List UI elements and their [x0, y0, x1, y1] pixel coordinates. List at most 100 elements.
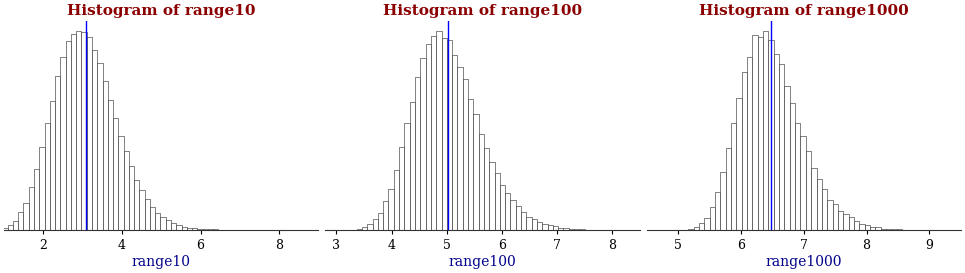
Bar — [383, 201, 389, 230]
Bar — [720, 172, 726, 230]
Bar — [13, 221, 18, 230]
Bar — [357, 229, 362, 230]
Bar — [362, 227, 368, 230]
X-axis label: range10: range10 — [132, 255, 191, 269]
Bar — [2, 229, 8, 230]
Bar — [171, 223, 177, 230]
Bar — [55, 76, 61, 230]
Bar — [736, 98, 742, 230]
Bar — [812, 168, 816, 230]
Bar — [372, 219, 378, 230]
Bar — [160, 217, 166, 230]
Bar — [462, 79, 468, 230]
Bar — [731, 123, 736, 230]
Bar — [155, 213, 160, 230]
Bar — [431, 37, 436, 230]
Bar — [822, 189, 827, 230]
Bar — [694, 227, 699, 230]
Bar — [50, 101, 55, 230]
Bar — [758, 37, 763, 230]
Bar — [859, 224, 865, 230]
Bar — [394, 170, 400, 230]
Bar — [558, 228, 564, 230]
Bar — [709, 207, 715, 230]
Bar — [800, 136, 806, 230]
Bar — [404, 123, 410, 230]
Bar — [378, 213, 383, 230]
Bar — [875, 227, 881, 230]
Bar — [848, 217, 854, 230]
Bar — [505, 193, 510, 230]
Bar — [76, 31, 81, 230]
Bar — [816, 179, 822, 230]
Title: Histogram of range1000: Histogram of range1000 — [699, 4, 909, 18]
Bar — [747, 57, 753, 230]
Bar — [547, 225, 553, 230]
Bar — [415, 77, 421, 230]
Bar — [865, 225, 870, 230]
Bar — [81, 32, 87, 230]
Bar — [0, 229, 2, 230]
Bar — [18, 212, 23, 230]
Bar — [468, 99, 473, 230]
Bar — [34, 169, 40, 230]
Bar — [187, 228, 192, 230]
Bar — [843, 214, 848, 230]
Bar — [510, 200, 515, 230]
Bar — [447, 40, 453, 230]
Bar — [779, 64, 785, 230]
Bar — [789, 103, 795, 230]
Bar — [203, 229, 207, 230]
Bar — [715, 192, 720, 230]
Bar — [870, 227, 875, 230]
X-axis label: range100: range100 — [449, 255, 516, 269]
Bar — [457, 67, 462, 230]
Bar — [61, 57, 66, 230]
Bar — [704, 218, 709, 230]
Bar — [483, 147, 489, 230]
Bar — [70, 34, 76, 230]
X-axis label: range1000: range1000 — [765, 255, 841, 269]
Bar — [489, 162, 494, 230]
Bar — [40, 147, 44, 230]
Bar — [564, 229, 568, 230]
Bar — [87, 37, 92, 230]
Bar — [742, 72, 747, 230]
Bar — [119, 136, 124, 230]
Bar — [400, 147, 404, 230]
Bar — [806, 151, 812, 230]
Bar — [688, 229, 694, 230]
Bar — [515, 206, 521, 230]
Bar — [892, 229, 896, 230]
Bar — [568, 229, 574, 230]
Bar — [479, 134, 483, 230]
Bar — [410, 102, 415, 230]
Title: Histogram of range10: Histogram of range10 — [67, 4, 256, 18]
Bar — [542, 224, 547, 230]
Bar — [181, 227, 187, 230]
Bar — [426, 44, 431, 230]
Bar — [896, 229, 902, 230]
Bar — [113, 118, 119, 230]
Bar — [108, 100, 113, 230]
Bar — [795, 123, 800, 230]
Bar — [494, 173, 500, 230]
Bar — [763, 31, 768, 230]
Bar — [854, 221, 859, 230]
Bar — [66, 41, 70, 230]
Bar — [145, 199, 150, 230]
Bar — [23, 203, 29, 230]
Bar — [166, 220, 171, 230]
Bar — [134, 180, 139, 230]
Bar — [526, 217, 532, 230]
Bar — [833, 204, 838, 230]
Bar — [102, 81, 108, 230]
Bar — [44, 123, 50, 230]
Bar — [768, 40, 774, 230]
Bar — [553, 227, 558, 230]
Bar — [177, 225, 181, 230]
Bar — [368, 224, 372, 230]
Bar — [785, 86, 789, 230]
Bar — [532, 219, 537, 230]
Bar — [537, 222, 542, 230]
